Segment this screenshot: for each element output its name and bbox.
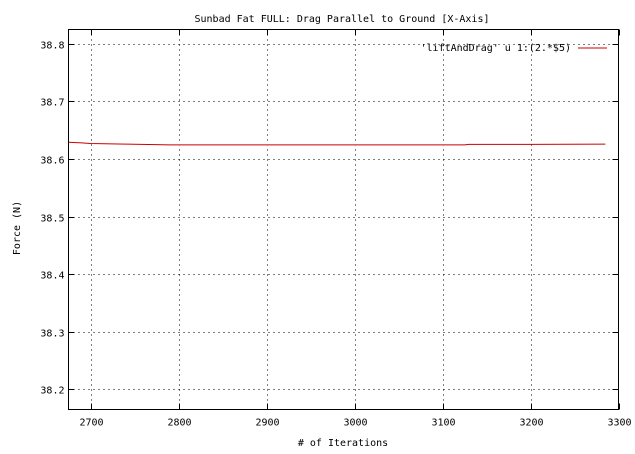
- series-layer: [68, 141, 606, 146]
- x-tick-label: 3100: [431, 418, 455, 429]
- x-tick-label: 2900: [255, 418, 279, 429]
- x-tick-label: 3000: [343, 418, 367, 429]
- x-tick-label: 2700: [79, 418, 103, 429]
- y-axis-label: Force (N): [12, 201, 23, 255]
- axis-ticks: [68, 29, 620, 410]
- x-tick-labels: 2700 2800 2900 3000 3100 3200 3300: [79, 418, 631, 429]
- y-tick-label: 38.7: [40, 98, 64, 109]
- legend: 'liftAndDrag' u 1:(2.*$5): [420, 43, 607, 54]
- y-tick-label: 38.3: [40, 329, 64, 340]
- x-tick-label: 3300: [607, 418, 631, 429]
- y-tick-labels: 38.2 38.3 38.4 38.5 38.6 38.7 38.8: [40, 41, 64, 397]
- y-tick-label: 38.2: [40, 386, 64, 397]
- chart-title: Sunbad Fat FULL: Drag Parallel to Ground…: [194, 14, 489, 25]
- plot-frame: [68, 29, 619, 410]
- x-tick-label: 3200: [519, 418, 543, 429]
- y-tick-label: 38.4: [40, 271, 64, 282]
- grid-lines: [68, 29, 619, 410]
- legend-entry-label: 'liftAndDrag' u 1:(2.*$5): [420, 43, 571, 54]
- series-line: [68, 141, 606, 146]
- y-tick-label: 38.5: [40, 214, 64, 225]
- x-tick-label: 2800: [167, 418, 191, 429]
- y-tick-label: 38.6: [40, 156, 64, 167]
- y-tick-label: 38.8: [40, 41, 64, 52]
- x-axis-label: # of Iterations: [298, 438, 388, 449]
